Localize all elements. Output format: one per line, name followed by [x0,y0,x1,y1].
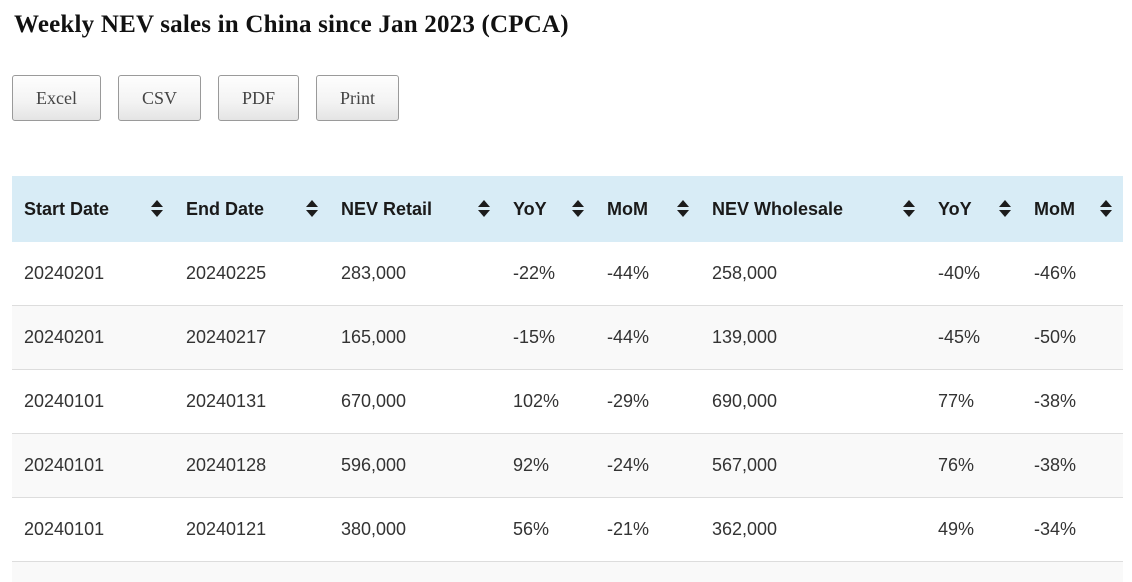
cell-end-date: 20240131 [174,369,329,434]
cell-mom-retail: -44% [595,305,700,370]
column-header-label: YoY [513,199,547,219]
table-row: 20240101 20240131 670,000 102% -29% 690,… [12,369,1123,434]
cell-nev-retail: 165,000 [329,305,501,370]
cell-nev-retail: 380,000 [329,497,501,562]
page-title: Weekly NEV sales in China since Jan 2023… [14,11,569,38]
cell-yoy-retail: 56% [501,497,595,562]
cell-nev-retail: 596,000 [329,433,501,498]
cell-yoy-retail: 92% [501,433,595,498]
cell-yoy-wholesale: -45% [926,305,1022,370]
sort-icon [478,200,490,218]
partial-row-strip [12,561,1123,582]
column-header-label: MoM [607,199,648,219]
cell-nev-retail: 670,000 [329,369,501,434]
cell-yoy-wholesale: 49% [926,497,1022,562]
cell-start-date: 20240101 [12,433,174,498]
cell-mom-retail: -44% [607,263,650,283]
cell-start-date: 20240101 [12,497,174,562]
cell-mom-retail: -29% [595,369,700,434]
cell-end-date: 20240217 [174,305,329,370]
column-header-mom-retail[interactable]: MoM [595,176,700,242]
cell-mom-retail: -21% [595,497,700,562]
cell-mom-wholesale: -46% [1034,263,1077,283]
cell-nev-wholesale: 139,000 [700,305,926,370]
cell-nev-wholesale: 690,000 [700,369,926,434]
column-header-yoy-retail[interactable]: YoY [501,176,595,242]
column-header-mom-wholesale[interactable]: MoM [1022,176,1123,242]
cell-mom-wholesale: -34% [1022,497,1123,562]
cell-start-date: 20240201 [24,263,105,283]
sort-icon [903,200,915,218]
table-row-partial [12,561,1123,582]
column-header-label: MoM [1034,199,1075,219]
cell-yoy-retail: 102% [501,369,595,434]
table-row: 20240201 20240217 165,000 -15% -44% 139,… [12,305,1123,370]
export-toolbar: Excel CSV PDF Print [12,75,412,121]
sort-icon [999,200,1011,218]
sort-icon [151,200,163,218]
excel-button[interactable]: Excel [12,75,101,121]
cell-nev-wholesale: 258,000 [712,263,778,283]
column-header-label: End Date [186,199,265,219]
table-row: 20240101 20240121 380,000 56% -21% 362,0… [12,497,1123,562]
column-header-label: NEV Wholesale [712,199,844,219]
cell-yoy-wholesale: 76% [926,433,1022,498]
column-header-nev-retail[interactable]: NEV Retail [329,176,501,242]
cell-yoy-retail: -15% [501,305,595,370]
sort-icon [306,200,318,218]
column-header-yoy-wholesale[interactable]: YoY [926,176,1022,242]
cell-end-date: 20240121 [174,497,329,562]
cell-yoy-retail: -22% [513,263,556,283]
data-table: Start Date End Date NEV Retail YoY MoM [12,176,1123,582]
cell-mom-wholesale: -38% [1022,369,1123,434]
sort-icon [1100,200,1112,218]
cell-mom-wholesale: -38% [1022,433,1123,498]
column-header-start-date[interactable]: Start Date [12,176,174,242]
sort-icon [677,200,689,218]
print-button[interactable]: Print [316,75,400,121]
column-header-nev-wholesale[interactable]: NEV Wholesale [700,176,926,242]
cell-nev-wholesale: 567,000 [700,433,926,498]
cell-yoy-wholesale: 77% [926,369,1022,434]
cell-yoy-wholesale: -40% [938,263,981,283]
column-header-label: NEV Retail [341,199,433,219]
table-header-row: Start Date End Date NEV Retail YoY MoM [12,176,1123,242]
column-header-label: YoY [938,199,972,219]
cell-start-date: 20240201 [12,305,174,370]
cell-mom-wholesale: -50% [1022,305,1123,370]
table-row: 20240101 20240128 596,000 92% -24% 567,0… [12,433,1123,498]
csv-button[interactable]: CSV [117,75,201,121]
data-table-container: Start Date End Date NEV Retail YoY MoM [12,176,1123,582]
pdf-button[interactable]: PDF [218,75,300,121]
cell-nev-retail: 283,000 [341,263,407,283]
column-header-label: Start Date [24,199,110,219]
cell-nev-wholesale: 362,000 [700,497,926,562]
cell-end-date: 20240128 [174,433,329,498]
cell-mom-retail: -24% [595,433,700,498]
cell-start-date: 20240101 [12,369,174,434]
cell-end-date: 20240225 [186,263,267,283]
table-row: 20240201 20240225 283,000 -22% -44% 258,… [12,242,1123,306]
sort-icon [572,200,584,218]
column-header-end-date[interactable]: End Date [174,176,329,242]
